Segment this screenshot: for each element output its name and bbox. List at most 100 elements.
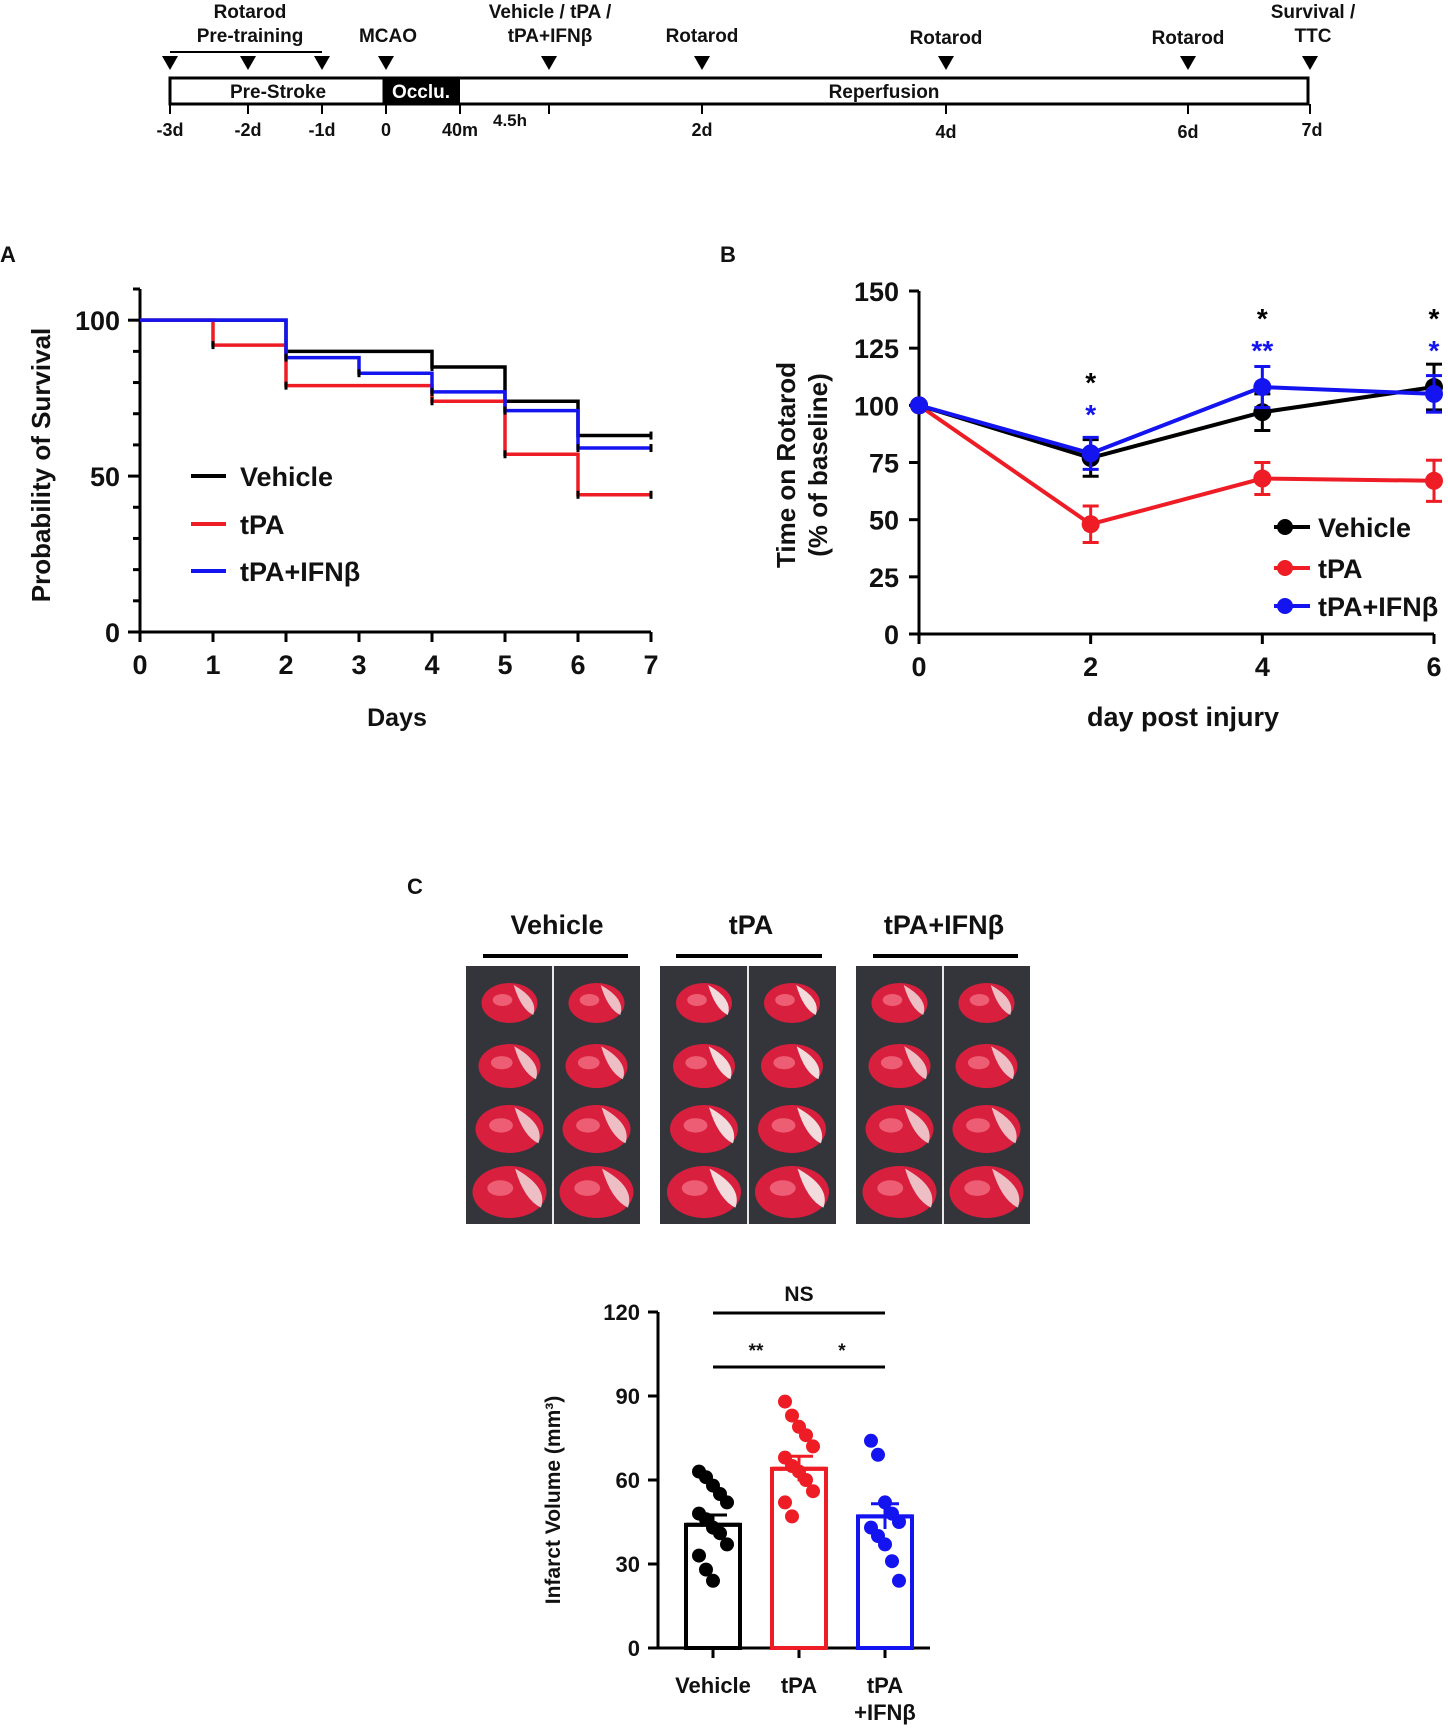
brain-highlight xyxy=(487,1180,514,1196)
survival-series-tPA+IFNβ xyxy=(140,318,651,450)
ttc-images: Vehicle tPA tPA+IFNβ xyxy=(466,910,1030,1224)
rotarod-ytick-label: 0 xyxy=(884,620,899,650)
brain-infarct xyxy=(600,985,622,1015)
timeline-label-survival: Survival / xyxy=(1271,2,1356,23)
infarct-point xyxy=(785,1408,799,1423)
survival-xtick-label: 6 xyxy=(570,650,585,680)
significance-label: * xyxy=(838,1341,846,1362)
rotarod-significance-mark: * xyxy=(1429,335,1440,366)
brain-highlight xyxy=(969,994,990,1006)
survival-xtick-label: 4 xyxy=(424,650,439,680)
rotarod-significance-mark: ** xyxy=(1251,335,1273,366)
infarct-point xyxy=(692,1548,706,1563)
brain-infarct xyxy=(709,1107,735,1144)
panel-label-b: B xyxy=(720,242,736,267)
rotarod-ytick-label: 125 xyxy=(854,334,899,364)
legend-b-ifn: tPA+IFNβ xyxy=(1318,592,1438,622)
brain-highlight xyxy=(773,1056,796,1070)
brain-highlight xyxy=(771,1118,796,1133)
rotarod-point-tPA xyxy=(1081,515,1100,534)
rotarod-xlabel: day post injury xyxy=(1087,702,1279,732)
timeline-arrows xyxy=(162,56,1318,70)
brain-highlight xyxy=(579,994,600,1006)
infarct-point xyxy=(885,1554,899,1569)
tick-4d: 4d xyxy=(935,122,956,142)
rotarod-line-tPA xyxy=(917,403,1435,527)
rotarod-xtick-label: 6 xyxy=(1426,652,1441,682)
infarct-point xyxy=(799,1473,813,1487)
tick-0: 0 xyxy=(381,120,391,140)
infarct-point xyxy=(864,1433,878,1448)
rotarod-point-tPA+IFNβ xyxy=(910,396,928,415)
rotarod-significance-mark: * xyxy=(1257,303,1268,334)
rotarod-ylabel-2: (% of baseline) xyxy=(803,373,833,556)
brain-infarct xyxy=(601,1107,627,1144)
legend-a-vehicle: Vehicle xyxy=(240,462,333,492)
rotarod-point-tPA xyxy=(1425,471,1443,490)
timeline-label-rotarod-2d: Rotarod xyxy=(666,26,739,47)
survival-ytick-label: 50 xyxy=(90,462,120,492)
survival-xtick-label: 5 xyxy=(497,650,512,680)
timeline-label-rotarod-pretraining: Rotarod xyxy=(214,2,287,23)
rotarod-point-tPA+IFNβ xyxy=(1425,384,1443,403)
brain-infarct xyxy=(904,1107,930,1144)
segment-prestroke: Pre-Stroke xyxy=(230,82,326,103)
brain-infarct xyxy=(797,1107,823,1144)
rotarod-legend: Vehicle tPA tPA+IFNβ xyxy=(1274,513,1438,622)
brain-highlight xyxy=(683,1118,708,1133)
timeline-label-treatment-2: tPA+IFNβ xyxy=(508,26,593,47)
timeline-ticks xyxy=(169,104,1311,114)
brain-highlight xyxy=(576,1118,600,1133)
survival-ytick-label: 0 xyxy=(105,618,120,648)
survival-series-Vehicle xyxy=(140,318,651,438)
brain-highlight xyxy=(687,994,707,1006)
brain-infarct xyxy=(601,1046,624,1080)
timeline-label-rotarod-4d: Rotarod xyxy=(910,28,983,49)
segment-occlusion: Occlu. xyxy=(392,82,450,103)
infarct-ytick-label: 60 xyxy=(616,1468,640,1493)
infarct-point xyxy=(892,1515,906,1529)
significance-label: ** xyxy=(749,1341,764,1362)
tick-2d: 2d xyxy=(691,120,712,140)
brain-infarct xyxy=(602,1168,630,1208)
rotarod-xtick-label: 2 xyxy=(1083,652,1098,682)
timeline-label-mcao: MCAO xyxy=(359,26,417,47)
infarct-point xyxy=(878,1495,892,1510)
infarct-point xyxy=(699,1562,713,1577)
tick-minus2d: -2d xyxy=(235,120,262,140)
brain-highlight xyxy=(879,1118,903,1133)
brain-infarct xyxy=(990,985,1012,1015)
timeline-label-treatment-1: Vehicle / tPA / xyxy=(489,2,612,23)
timeline-label-rotarod-6d: Rotarod xyxy=(1152,28,1225,49)
ttc-label-ifn: tPA+IFNβ xyxy=(884,910,1004,940)
tick-6d: 6d xyxy=(1177,122,1198,142)
tick-40m: 40m xyxy=(442,120,478,140)
arrow-2d xyxy=(694,56,710,70)
timeline-label-ttc: TTC xyxy=(1295,26,1332,47)
arrow-minus2d xyxy=(240,56,256,70)
rotarod-ytick-label: 100 xyxy=(854,391,899,421)
infarct-xtick-label-2: +IFNβ xyxy=(854,1700,916,1725)
brain-infarct xyxy=(904,1046,927,1080)
tick-7d: 7d xyxy=(1301,120,1322,140)
survival-ylabel: Probability of Survival xyxy=(26,328,56,603)
ttc-label-tpa: tPA xyxy=(729,910,774,940)
infarct-point xyxy=(806,1439,820,1454)
brain-highlight xyxy=(966,1118,990,1133)
brain-highlight xyxy=(490,1056,513,1070)
brain-infarct xyxy=(796,985,817,1015)
infarct-ytick-label: 90 xyxy=(616,1384,640,1409)
survival-chart: 0 1 2 3 4 5 6 7 0 50 100 Vehicle tPA tPA+IFNβ Days… xyxy=(26,287,659,732)
rotarod-point-tPA+IFNβ xyxy=(1081,444,1100,463)
infarct-point xyxy=(720,1495,734,1510)
tick-minus3d: -3d xyxy=(157,120,184,140)
infarct-point xyxy=(799,1428,813,1443)
survival-xtick-label: 7 xyxy=(643,650,658,680)
infarct-point xyxy=(720,1537,734,1552)
arrow-minus1d xyxy=(314,56,330,70)
brain-highlight xyxy=(489,1118,513,1133)
arrow-treatment xyxy=(541,56,557,70)
infarct-ylabel: Infarct Volume (mm³) xyxy=(542,1396,565,1604)
rotarod-ytick-label: 150 xyxy=(854,277,899,307)
